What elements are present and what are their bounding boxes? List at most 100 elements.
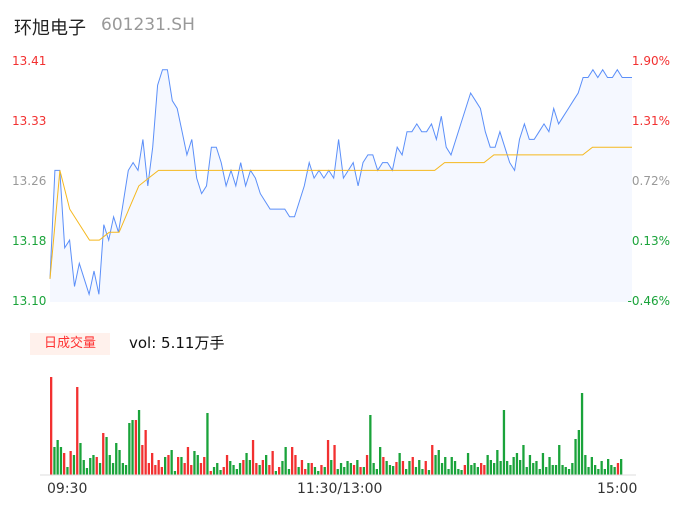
volume-bar [574, 439, 577, 475]
volume-bar [180, 457, 183, 475]
volume-bar [300, 460, 304, 475]
volume-bar [388, 465, 392, 475]
volume-bar [128, 423, 131, 475]
volume-bar [307, 463, 310, 475]
volume-bar [177, 457, 180, 475]
volume-bar [414, 467, 418, 475]
volume-bar [222, 467, 225, 475]
volume-bar [372, 463, 375, 475]
volume-bar [587, 467, 590, 475]
volume-bar [463, 465, 466, 475]
volume-bar [219, 470, 222, 475]
volume-bar [323, 467, 326, 475]
volume-bar [460, 470, 463, 475]
volume-bar [183, 463, 186, 475]
volume-bar [457, 469, 460, 475]
volume-bar [229, 461, 232, 475]
volume-bar [170, 450, 173, 475]
volume-bar [193, 451, 196, 475]
volume-bar [212, 467, 216, 475]
volume-bar [310, 463, 313, 475]
volume-bar [336, 469, 339, 475]
volume-bar [349, 463, 352, 475]
volume-bar [610, 465, 613, 475]
volume-bar [72, 455, 76, 475]
volume-bar [339, 463, 343, 475]
volume-bar [287, 469, 291, 475]
volume-bar [418, 460, 421, 475]
volume-bar [297, 467, 300, 475]
volume-bar [450, 457, 453, 475]
volume-bar [160, 467, 163, 475]
volume-bar [95, 457, 98, 475]
pct-label: 1.90% [631, 54, 670, 68]
volume-bar [447, 469, 450, 475]
volume-bar [532, 463, 535, 475]
volume-bar [304, 469, 307, 475]
volume-bar [382, 457, 385, 475]
volume-bar [317, 471, 320, 475]
volume-bar [333, 445, 336, 475]
volume-bar [251, 440, 255, 475]
volume-bar [375, 469, 378, 475]
volume-bar [63, 453, 66, 475]
volume-bar [408, 461, 411, 475]
volume-bar [600, 461, 603, 475]
volume-bar [444, 457, 447, 475]
volume-bar [326, 440, 330, 475]
volume-bar [496, 450, 499, 475]
volume-bar [242, 460, 245, 475]
daily-volume-badge[interactable]: 日成交量 [30, 333, 110, 355]
volume-bar [131, 420, 134, 475]
volume-bar [584, 455, 587, 475]
volume-bar [151, 453, 154, 475]
volume-bar [209, 471, 212, 475]
volume-bar [352, 465, 356, 475]
volume-bar [271, 451, 274, 475]
volume-bar [238, 463, 242, 475]
volume-bar [453, 461, 457, 475]
time-label-open: 09:30 [47, 481, 88, 497]
volume-bar [50, 377, 53, 475]
volume-bar [525, 467, 528, 475]
volume-bar [554, 465, 558, 475]
volume-bar [281, 461, 284, 475]
volume-bar [330, 460, 333, 475]
volume-bar [59, 447, 63, 475]
volume-bar [245, 453, 248, 475]
average-price-line [49, 146, 632, 279]
volume-bar [466, 453, 470, 475]
pct-label: 0.13% [631, 234, 670, 248]
price-label: 13.33 [12, 114, 47, 128]
volume-bar [483, 465, 486, 475]
volume-bar [561, 465, 564, 475]
volume-bar [486, 455, 489, 475]
volume-bar [76, 387, 79, 475]
volume-bar [186, 447, 190, 475]
price-label: 13.41 [12, 54, 47, 68]
volume-bar [56, 440, 59, 475]
volume-bar [206, 413, 209, 475]
volume-value: vol: 5.11万手 [129, 334, 225, 352]
volume-bar [359, 467, 362, 475]
volume-bar [173, 471, 177, 475]
volume-bar [79, 443, 82, 475]
volume-bar [411, 457, 414, 475]
volume-bar [590, 457, 593, 475]
volume-bar [401, 461, 405, 475]
volume-bar [405, 469, 408, 475]
volume-bar [493, 463, 496, 475]
stock-name: 环旭电子 [14, 18, 86, 39]
volume-bar [294, 455, 297, 475]
volume-bar [362, 467, 365, 475]
volume-bar [235, 469, 238, 475]
volume-bar [144, 430, 147, 475]
volume-bar [480, 463, 483, 475]
volume-bar [522, 445, 525, 475]
volume-bar [597, 469, 600, 475]
volume-bar [147, 463, 150, 475]
volume-bar [392, 466, 395, 475]
volume-bar [115, 443, 118, 475]
volume-bar [278, 467, 281, 475]
